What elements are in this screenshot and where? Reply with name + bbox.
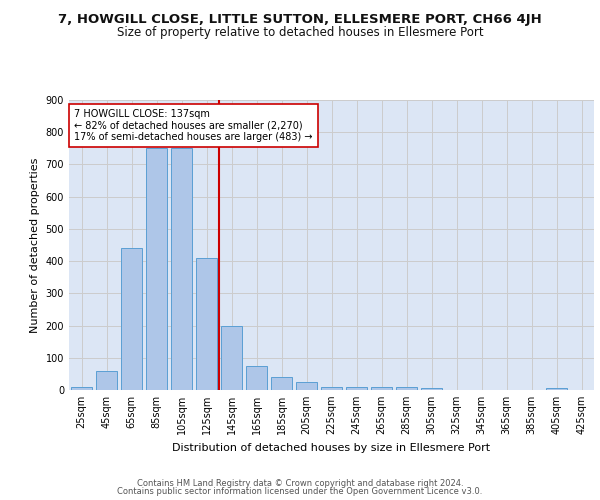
Bar <box>296 382 317 390</box>
Y-axis label: Number of detached properties: Number of detached properties <box>30 158 40 332</box>
Bar <box>371 387 392 390</box>
Text: 7, HOWGILL CLOSE, LITTLE SUTTON, ELLESMERE PORT, CH66 4JH: 7, HOWGILL CLOSE, LITTLE SUTTON, ELLESME… <box>58 12 542 26</box>
Text: Contains public sector information licensed under the Open Government Licence v3: Contains public sector information licen… <box>118 487 482 496</box>
Text: Contains HM Land Registry data © Crown copyright and database right 2024.: Contains HM Land Registry data © Crown c… <box>137 478 463 488</box>
X-axis label: Distribution of detached houses by size in Ellesmere Port: Distribution of detached houses by size … <box>172 442 491 452</box>
Bar <box>121 248 142 390</box>
Bar <box>246 366 267 390</box>
Bar <box>196 258 217 390</box>
Bar <box>321 387 342 390</box>
Bar <box>271 377 292 390</box>
Bar <box>221 326 242 390</box>
Text: 7 HOWGILL CLOSE: 137sqm
← 82% of detached houses are smaller (2,270)
17% of semi: 7 HOWGILL CLOSE: 137sqm ← 82% of detache… <box>74 108 313 142</box>
Bar <box>146 148 167 390</box>
Bar <box>421 388 442 390</box>
Bar <box>346 387 367 390</box>
Bar <box>396 387 417 390</box>
Bar <box>71 387 92 390</box>
Text: Size of property relative to detached houses in Ellesmere Port: Size of property relative to detached ho… <box>116 26 484 39</box>
Bar <box>546 388 567 390</box>
Bar <box>96 370 117 390</box>
Bar <box>171 148 192 390</box>
